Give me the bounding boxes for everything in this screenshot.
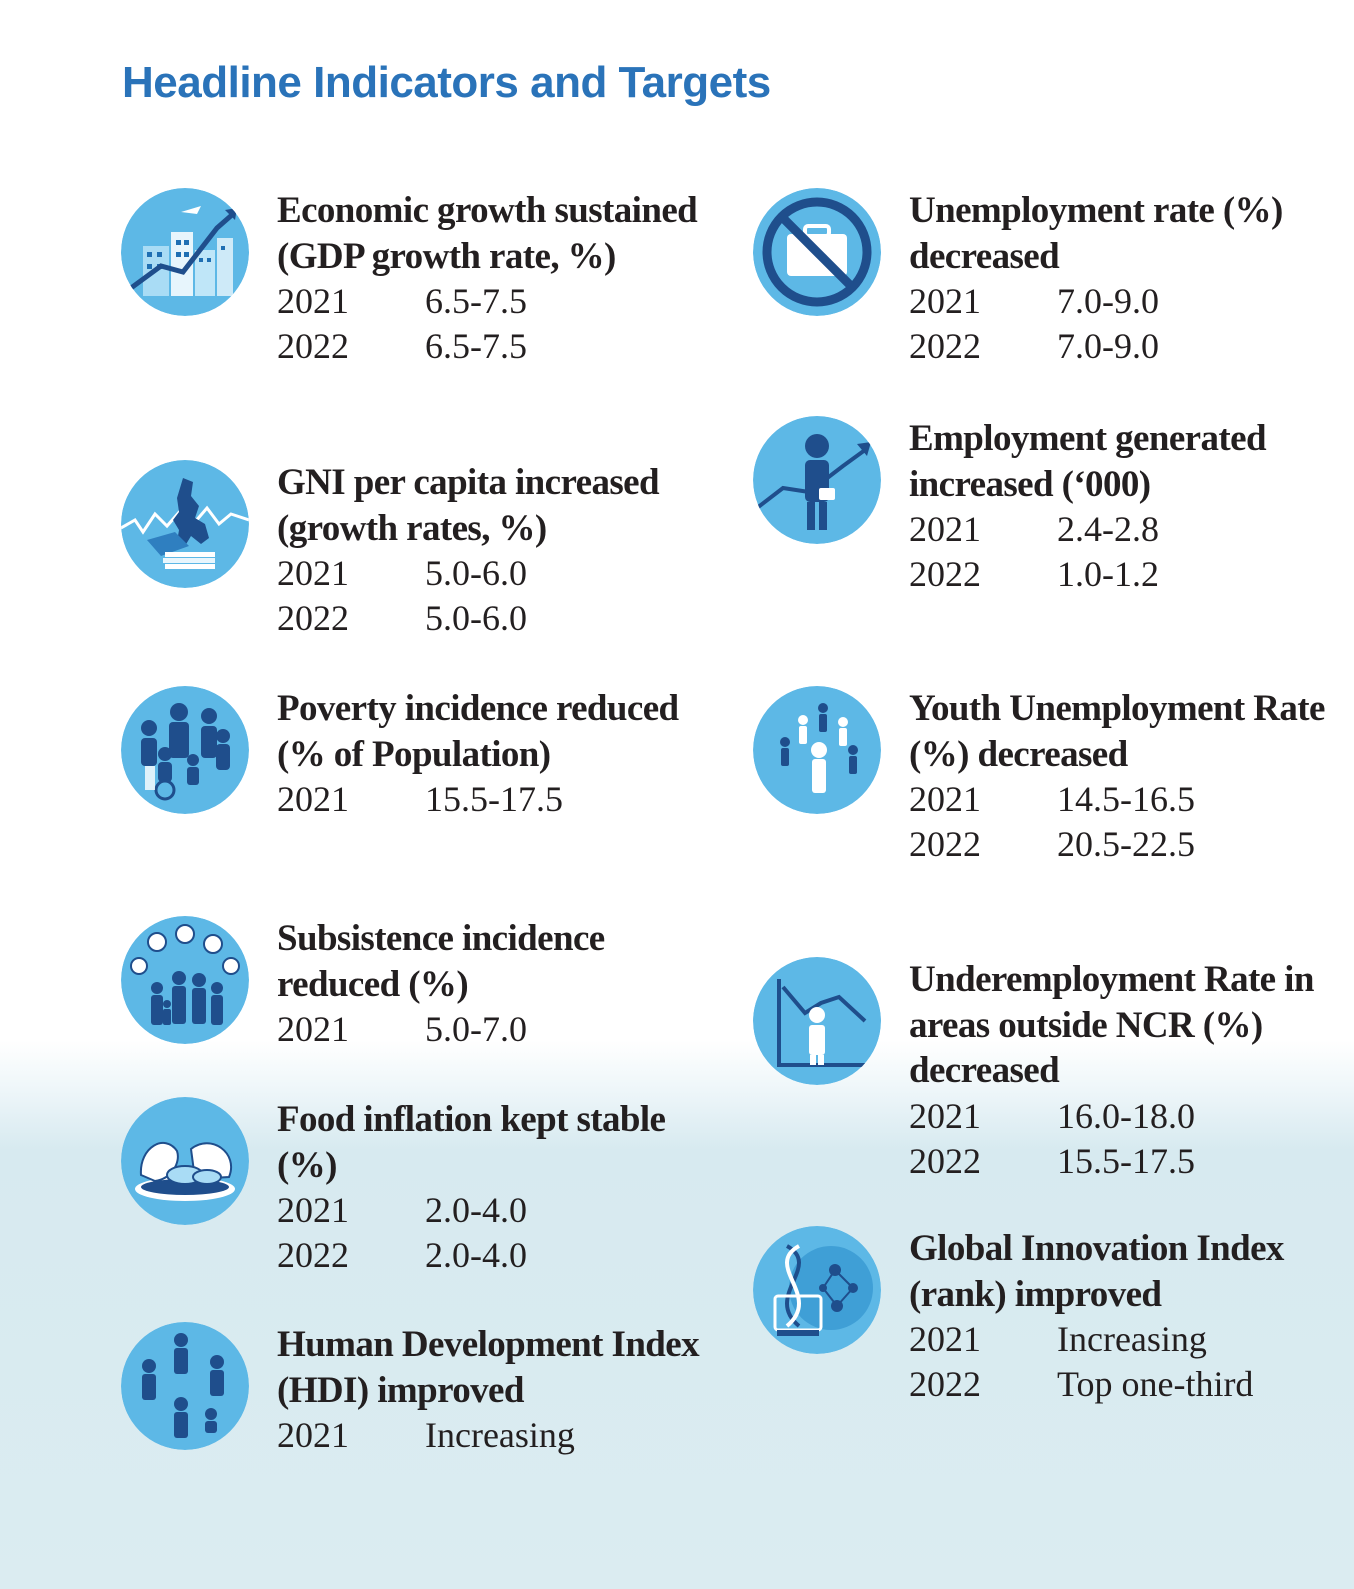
- no-briefcase-icon: [753, 188, 881, 316]
- target-value: Top one-third: [1057, 1364, 1254, 1404]
- target-year: 2021: [909, 509, 981, 549]
- target-year: 2021: [277, 553, 349, 593]
- indicator-heading: Economic growth sustained (GDP growth ra…: [277, 190, 698, 277]
- indicator-heading: GNI per capita increased (growth rates, …: [277, 462, 660, 549]
- target-value: 7.0-9.0: [1057, 281, 1159, 321]
- target-row: 2021 2.0-4.0: [277, 1188, 717, 1233]
- target-value: 14.5-16.5: [1057, 779, 1195, 819]
- indicator-heading: Global Innovation Index (rank) improved: [909, 1228, 1284, 1315]
- target-row: 2022 2.0-4.0: [277, 1233, 717, 1278]
- target-year: 2022: [909, 1364, 981, 1404]
- target-row: 2021 2.4-2.8: [909, 507, 1349, 552]
- family-food-icon: [121, 916, 249, 1044]
- indicator-heading: Subsistence incidence reduced (%): [277, 918, 605, 1005]
- target-row: 2022 1.0-1.2: [909, 552, 1349, 597]
- indicator-heading: Youth Unemployment Rate (%) decreased: [909, 688, 1325, 775]
- indicator-heading: Food inflation kept stable (%): [277, 1099, 666, 1186]
- target-row: 2021 5.0-6.0: [277, 551, 717, 596]
- target-year: 2021: [909, 1095, 981, 1136]
- page-title: Headline Indicators and Targets: [122, 58, 771, 107]
- city-growth-icon: [121, 188, 249, 316]
- target-row: 2022 7.0-9.0: [909, 324, 1349, 369]
- indicator-heading: Underemployment Rate in areas outside NC…: [909, 959, 1314, 1091]
- target-row: 2021 16.0-18.0: [909, 1094, 1349, 1139]
- worker-growth-icon: [753, 416, 881, 544]
- target-year: 2021: [909, 1319, 981, 1359]
- target-year: 2022: [909, 824, 981, 864]
- target-value: 2.0-4.0: [425, 1235, 527, 1275]
- dna-innovation-icon: [753, 1226, 881, 1354]
- target-year: 2022: [277, 326, 349, 366]
- target-value: 20.5-22.5: [1057, 824, 1195, 864]
- indicator-heading: Poverty incidence reduced (% of Populati…: [277, 688, 679, 775]
- target-value: 6.5-7.5: [425, 326, 527, 366]
- target-year: 2022: [277, 1235, 349, 1275]
- people-group-icon: [121, 1322, 249, 1450]
- target-value: Increasing: [1057, 1319, 1207, 1359]
- family-people-icon: [121, 686, 249, 814]
- target-value: Increasing: [425, 1415, 575, 1455]
- target-row: 2021 15.5-17.5: [277, 777, 717, 822]
- declining-chart-person-icon: [753, 957, 881, 1085]
- indicator-heading: Employment generated increased (‘000): [909, 418, 1267, 505]
- target-row: 2021 6.5-7.5: [277, 279, 717, 324]
- food-plate-icon: [121, 1097, 249, 1225]
- target-row: 2022 6.5-7.5: [277, 324, 717, 369]
- target-value: 7.0-9.0: [1057, 326, 1159, 366]
- target-row: 2021 Increasing: [277, 1413, 717, 1458]
- philippines-map-money-icon: [121, 460, 249, 588]
- target-value: 16.0-18.0: [1057, 1095, 1195, 1136]
- target-row: 2021 14.5-16.5: [909, 777, 1349, 822]
- target-value: 6.5-7.5: [425, 281, 527, 321]
- target-value: 2.4-2.8: [1057, 509, 1159, 549]
- indicator-heading: Human Development Index (HDI) improved: [277, 1324, 700, 1411]
- target-value: 15.5-17.5: [1057, 1140, 1195, 1181]
- target-row: 2022 20.5-22.5: [909, 822, 1349, 867]
- target-row: 2021 7.0-9.0: [909, 279, 1349, 324]
- target-year: 2021: [277, 281, 349, 321]
- target-year: 2022: [909, 1140, 981, 1181]
- target-value: 15.5-17.5: [425, 779, 563, 819]
- target-year: 2022: [909, 554, 981, 594]
- target-row: 2022 5.0-6.0: [277, 596, 717, 641]
- target-value: 5.0-7.0: [425, 1009, 527, 1049]
- target-value: 1.0-1.2: [1057, 554, 1159, 594]
- youth-circle-icon: [753, 686, 881, 814]
- target-value: 5.0-6.0: [425, 598, 527, 638]
- target-row: 2021 Increasing: [909, 1317, 1349, 1362]
- target-year: 2022: [277, 598, 349, 638]
- target-year: 2021: [277, 1009, 349, 1049]
- target-value: 5.0-6.0: [425, 553, 527, 593]
- target-row: 2022 Top one-third: [909, 1362, 1349, 1407]
- target-value: 2.0-4.0: [425, 1190, 527, 1230]
- target-year: 2021: [909, 281, 981, 321]
- target-year: 2022: [909, 326, 981, 366]
- target-year: 2021: [277, 1415, 349, 1455]
- target-row: 2022 15.5-17.5: [909, 1139, 1349, 1184]
- indicator-heading: Unemployment rate (%) decreased: [909, 190, 1283, 277]
- target-year: 2021: [277, 779, 349, 819]
- target-row: 2021 5.0-7.0: [277, 1007, 717, 1052]
- target-year: 2021: [909, 779, 981, 819]
- target-year: 2021: [277, 1190, 349, 1230]
